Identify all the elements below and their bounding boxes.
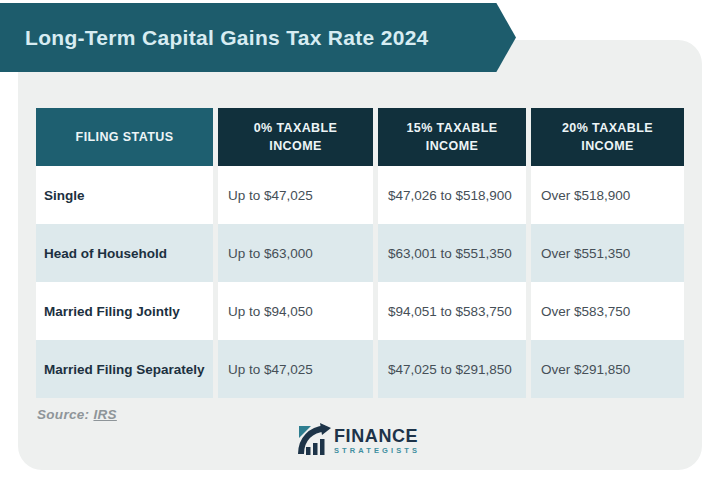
source-attribution: Source: IRS <box>37 407 117 422</box>
source-irs-link[interactable]: IRS <box>93 407 116 422</box>
table-cell-15-percent: $63,001 to $551,350 <box>378 224 526 282</box>
table-cell-filing-status: Married Filing Jointly <box>36 282 213 340</box>
column-header-label: 0% TAXABLE INCOME <box>240 119 352 155</box>
table-cell-0-percent: Up to $94,050 <box>218 282 373 340</box>
table-cell-filing-status: Single <box>36 166 213 224</box>
table-cell-0-percent: Up to $47,025 <box>218 166 373 224</box>
bar-chart-arrow-icon <box>297 423 331 461</box>
tax-rate-table: FILING STATUS 0% TAXABLE INCOME 15% TAXA… <box>36 108 684 398</box>
column-header-label: FILING STATUS <box>76 128 174 146</box>
column-header-0-percent: 0% TAXABLE INCOME <box>218 108 373 166</box>
table-cell-20-percent: Over $518,900 <box>531 166 684 224</box>
table-cell-20-percent: Over $291,850 <box>531 340 684 398</box>
table-cell-15-percent: $47,025 to $291,850 <box>378 340 526 398</box>
table-cell-20-percent: Over $583,750 <box>531 282 684 340</box>
logo-line-strategists: STRATEGISTS <box>334 447 420 455</box>
column-header-label: 20% TAXABLE INCOME <box>552 119 664 155</box>
column-header-15-percent: 15% TAXABLE INCOME <box>378 108 526 166</box>
table-cell-filing-status: Married Filing Separately <box>36 340 213 398</box>
table-cell-0-percent: Up to $63,000 <box>218 224 373 282</box>
column-header-filing-status: FILING STATUS <box>36 108 213 166</box>
table-cell-20-percent: Over $551,350 <box>531 224 684 282</box>
title-banner: Long-Term Capital Gains Tax Rate 2024 <box>0 3 516 72</box>
column-header-20-percent: 20% TAXABLE INCOME <box>531 108 684 166</box>
source-label: Source: <box>37 407 89 422</box>
logo-line-finance: FINANCE <box>334 427 420 445</box>
finance-strategists-logo: FINANCE STRATEGISTS <box>297 423 420 461</box>
column-header-label: 15% TAXABLE INCOME <box>396 119 508 155</box>
page-title: Long-Term Capital Gains Tax Rate 2024 <box>25 26 429 50</box>
table-cell-0-percent: Up to $47,025 <box>218 340 373 398</box>
logo-wordmark: FINANCE STRATEGISTS <box>334 427 420 455</box>
table-cell-15-percent: $94,051 to $583,750 <box>378 282 526 340</box>
table-cell-15-percent: $47,026 to $518,900 <box>378 166 526 224</box>
table-cell-filing-status: Head of Household <box>36 224 213 282</box>
